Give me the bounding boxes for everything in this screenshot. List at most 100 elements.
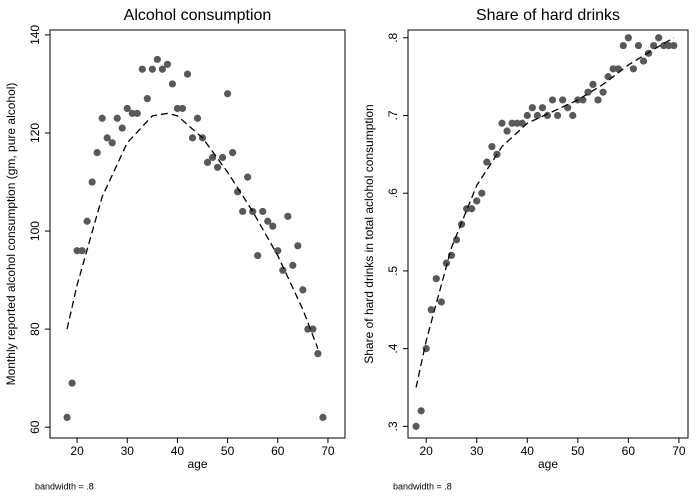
point: [224, 90, 232, 98]
x-tick-label: 40: [171, 444, 185, 458]
point: [594, 96, 602, 104]
point: [63, 413, 71, 422]
point: [538, 104, 547, 112]
x-tick-label: 30: [121, 444, 135, 458]
point: [665, 41, 673, 50]
x-tick-label: 70: [672, 444, 686, 458]
point: [442, 259, 451, 267]
point: [650, 41, 658, 50]
point: [208, 153, 217, 162]
point: [193, 114, 202, 122]
fit-line: [415, 37, 675, 388]
point: [178, 104, 187, 113]
point: [294, 242, 302, 250]
point: [279, 266, 287, 274]
x-tick-label: 50: [221, 444, 235, 458]
point: [498, 119, 506, 127]
point: [478, 189, 486, 197]
point: [188, 134, 197, 142]
point: [158, 65, 166, 73]
point: [98, 114, 106, 122]
point: [118, 124, 126, 132]
point: [309, 325, 317, 333]
point: [93, 148, 101, 157]
point: [644, 49, 653, 57]
y-tick-label: .4: [386, 343, 400, 353]
x-tick-label: 60: [271, 444, 285, 458]
point: [655, 34, 663, 42]
point: [123, 104, 131, 113]
y-tick-label: .8: [386, 32, 400, 42]
point: [427, 306, 435, 314]
point: [634, 41, 643, 50]
point: [503, 127, 511, 135]
point: [168, 80, 177, 88]
point: [103, 134, 111, 142]
point: [269, 222, 277, 230]
point: [239, 207, 247, 216]
point: [73, 247, 81, 255]
point: [68, 379, 76, 387]
point: [483, 158, 491, 166]
point: [609, 65, 617, 73]
point: [128, 109, 136, 117]
point: [254, 251, 262, 260]
point: [624, 34, 632, 42]
point: [148, 65, 156, 73]
point: [274, 247, 282, 255]
y-tick-label: .5: [386, 266, 400, 276]
point: [319, 413, 327, 422]
point: [432, 275, 440, 283]
y-tick-label: 80: [28, 322, 42, 336]
point: [468, 205, 476, 213]
point: [528, 104, 536, 112]
x-tick-label: 60: [622, 444, 636, 458]
point: [244, 173, 252, 181]
point: [554, 111, 562, 120]
y-tick-label: 120: [28, 123, 42, 143]
y-axis-title: Monthly reported alcohol consumption (gm…: [4, 83, 18, 386]
point: [437, 298, 445, 306]
point: [83, 217, 91, 225]
point: [284, 212, 292, 220]
point: [518, 119, 526, 127]
plot-frame: [49, 29, 346, 439]
x-axis-title: age: [538, 457, 558, 471]
point: [584, 88, 592, 96]
x-axis-title: age: [187, 457, 207, 471]
point: [249, 207, 257, 216]
y-tick-label: .6: [386, 188, 400, 198]
x-tick-label: 20: [420, 444, 434, 458]
point: [203, 158, 212, 167]
plot-frame: [407, 29, 689, 439]
point: [218, 153, 227, 162]
y-tick-label: 60: [28, 420, 42, 434]
point: [113, 114, 121, 122]
point: [133, 109, 141, 117]
point: [599, 88, 607, 96]
x-tick-label: 70: [321, 444, 335, 458]
x-tick-label: 50: [571, 444, 585, 458]
x-tick-label: 30: [470, 444, 484, 458]
point: [138, 65, 146, 73]
point: [417, 407, 425, 415]
point: [513, 119, 521, 127]
point: [508, 119, 516, 127]
point: [569, 111, 577, 120]
point: [639, 57, 648, 65]
point: [299, 286, 307, 294]
point: [314, 350, 322, 358]
point: [543, 111, 552, 120]
point: [660, 41, 668, 50]
point: [213, 163, 222, 171]
point: [289, 261, 297, 269]
note: bandwidth = .8: [393, 481, 452, 491]
point: [579, 96, 587, 104]
point: [548, 96, 557, 104]
x-tick-label: 40: [521, 444, 535, 458]
point: [163, 60, 171, 68]
point: [143, 95, 151, 103]
point: [670, 41, 678, 50]
